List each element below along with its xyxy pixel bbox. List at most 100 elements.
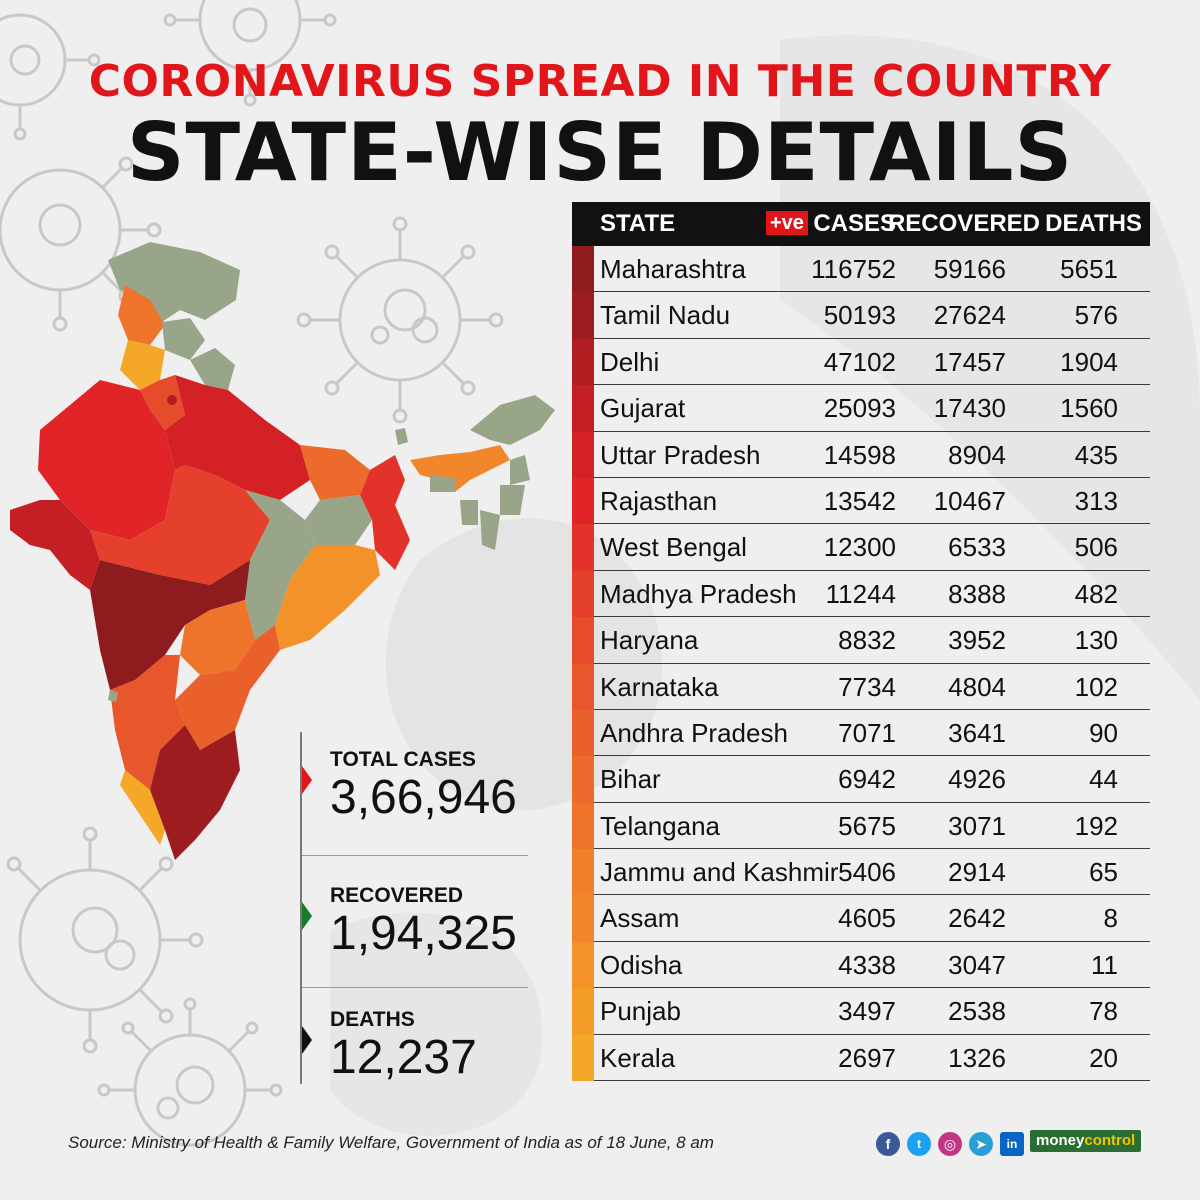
instagram-icon[interactable]: ◎ [938, 1132, 962, 1156]
deaths-cell: 44 [1089, 764, 1118, 795]
cases-cell: 8832 [838, 625, 896, 656]
row-color-bar [572, 709, 594, 757]
cases-cell: 4605 [838, 903, 896, 934]
state-name-cell: West Bengal [600, 532, 747, 563]
state-name-cell: Delhi [600, 346, 660, 377]
row-color-bar [572, 292, 594, 339]
map-region-delhi [167, 395, 177, 405]
table-row: Gujarat 25093 17430 1560 [572, 385, 1150, 432]
cases-cell: 116752 [811, 254, 896, 284]
state-name-cell: Assam [600, 903, 680, 934]
deaths-cell: 20 [1089, 1042, 1118, 1073]
map-region-andhra-pradesh [175, 625, 280, 750]
cases-cell: 13542 [823, 485, 896, 516]
map-region-tripura [460, 500, 478, 525]
deaths-cell: 576 [1074, 300, 1118, 331]
map-region-rajasthan [38, 380, 175, 540]
virus-icon [296, 216, 504, 424]
state-name-cell: Andhra Pradesh [600, 717, 788, 748]
recovered-block: RECOVERED 1,94,325 [302, 884, 528, 988]
cases-cell: 5675 [838, 810, 896, 841]
map-region-maharashtra [90, 560, 250, 690]
map-region-punjab [120, 340, 165, 390]
map-region-madhya-pradesh [90, 465, 270, 585]
state-name-cell: Rajasthan [600, 485, 718, 516]
table-row: Uttar Pradesh 14598 8904 435 [572, 431, 1150, 478]
green-marker-icon [302, 902, 312, 930]
deaths-cell: 1560 [1060, 393, 1118, 424]
state-name-cell: Jammu and Kashmir [600, 857, 839, 888]
state-name-cell: Tamil Nadu [600, 300, 731, 331]
cases-cell: 14598 [823, 439, 896, 470]
row-color-bar [572, 988, 594, 1035]
total-cases-block: TOTAL CASES 3,66,946 [302, 748, 528, 856]
recovered-cell: 4804 [948, 671, 1006, 702]
recovered-cell: 6533 [948, 532, 1006, 563]
table-row: Karnataka 7734 4804 102 [572, 663, 1150, 710]
map-region-karnataka [110, 655, 185, 790]
table-row: West Bengal 12300 6533 506 [572, 524, 1150, 571]
map-region-nagaland [510, 455, 530, 485]
map-region-arunachal [470, 395, 555, 445]
telegram-icon[interactable]: ➤ [969, 1132, 993, 1156]
map-region-kerala [120, 770, 165, 845]
table-row: Andhra Pradesh 7071 3641 90 [572, 709, 1150, 757]
row-color-bar [572, 895, 594, 942]
virus-icon [97, 997, 283, 1147]
state-name-cell: Gujarat [600, 393, 686, 424]
row-color-bar [572, 941, 594, 989]
recovered-cell: 1326 [948, 1042, 1006, 1073]
recovered-cell: 2642 [948, 903, 1006, 934]
linkedin-icon[interactable]: in [1000, 1132, 1024, 1156]
recovered-cell: 3047 [948, 949, 1006, 980]
total-cases-label: TOTAL CASES [330, 748, 476, 771]
deaths-block: DEATHS 12,237 [302, 1008, 528, 1088]
recovered-cell: 8388 [948, 578, 1006, 609]
india-map [10, 242, 555, 860]
map-region-mizoram [480, 510, 500, 550]
page-subtitle: STATE-WISE DETAILS [126, 106, 1074, 199]
row-color-bar [572, 524, 594, 571]
recovered-cell: 8904 [948, 439, 1006, 470]
cases-cell: 47102 [823, 346, 896, 377]
row-color-bar [572, 477, 594, 525]
twitter-icon[interactable]: t [907, 1132, 931, 1156]
state-table: STATE +ve CASES RECOVERED DEATHS Maharas… [572, 202, 1150, 1082]
map-region-west-bengal [360, 455, 410, 570]
deaths-cell: 90 [1089, 717, 1118, 748]
row-color-bar [572, 246, 594, 293]
map-region-uttar-pradesh [165, 375, 310, 500]
table-row: Rajasthan 13542 10467 313 [572, 477, 1150, 525]
deaths-cell: 313 [1074, 485, 1118, 516]
table-row: Maharashtra 116752 59166 5651 [572, 246, 1150, 293]
cases-cell: 50193 [823, 300, 896, 331]
recovered-cell: 17430 [933, 393, 1006, 424]
recovered-cell: 2538 [948, 996, 1006, 1027]
row-color-bar [572, 617, 594, 664]
moneycontrol-logo[interactable]: moneycontrol [1030, 1130, 1142, 1152]
state-name-cell: Uttar Pradesh [600, 439, 761, 470]
deaths-cell: 192 [1074, 810, 1118, 841]
recovered-value: 1,94,325 [330, 907, 517, 960]
row-color-bar [572, 802, 594, 850]
deaths-cell: 482 [1074, 578, 1118, 609]
state-name-cell: Bihar [600, 764, 661, 795]
state-name-cell: Haryana [600, 625, 699, 656]
deaths-cell: 1904 [1060, 346, 1118, 377]
row-color-bar [572, 431, 594, 478]
facebook-icon[interactable]: f [876, 1132, 900, 1156]
cases-cell: 5406 [838, 857, 896, 888]
table-row: Delhi 47102 17457 1904 [572, 338, 1150, 386]
cases-cell: 3497 [838, 996, 896, 1027]
row-color-bar [572, 663, 594, 710]
row-color-bar [572, 570, 594, 618]
map-region-haryana [140, 375, 185, 430]
table-row: Odisha 4338 3047 11 [572, 941, 1150, 989]
deaths-cell: 78 [1089, 996, 1118, 1027]
red-marker-icon [302, 766, 312, 794]
recovered-cell: 17457 [933, 346, 1006, 377]
row-color-bar [572, 1034, 594, 1082]
map-region-jammu-kashmir [118, 285, 165, 345]
cases-cell: 6942 [838, 764, 896, 795]
row-color-bar [572, 338, 594, 386]
